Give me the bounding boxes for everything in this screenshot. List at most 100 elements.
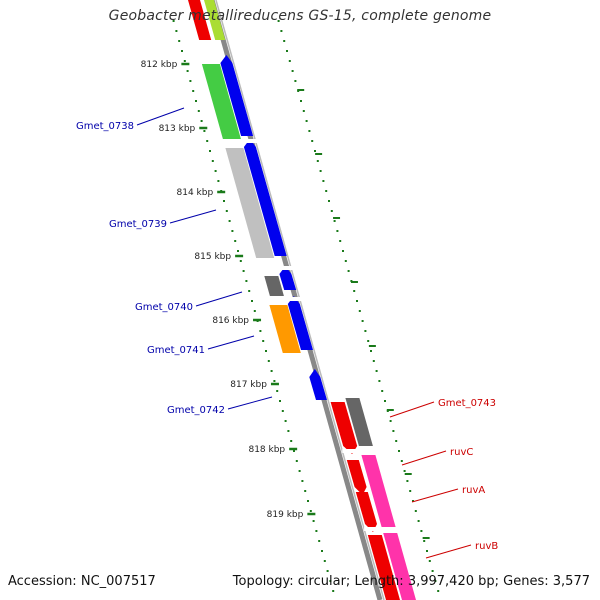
gene-top-yellow-green bbox=[204, 0, 226, 40]
scale-dot bbox=[295, 460, 298, 462]
inner-dot bbox=[347, 270, 350, 272]
gene-gmet-0742-cds bbox=[309, 369, 327, 400]
gene-label: ruvB bbox=[475, 541, 498, 552]
scale-dot bbox=[217, 180, 220, 182]
gene-label: Gmet_0740 bbox=[135, 302, 193, 313]
inner-dot bbox=[361, 320, 364, 322]
inner-dot bbox=[305, 120, 308, 122]
gene-gmet-0738-cds bbox=[220, 55, 254, 136]
inner-dot bbox=[356, 300, 358, 302]
inner-dot bbox=[308, 130, 311, 132]
scale-dot bbox=[259, 330, 262, 332]
genes-value: 3,577 bbox=[552, 574, 590, 589]
scale-dot bbox=[267, 360, 270, 362]
scale-dot bbox=[189, 80, 192, 82]
scale-dot bbox=[239, 260, 242, 262]
scale-dot bbox=[304, 490, 307, 492]
inner-dot bbox=[400, 460, 403, 462]
scale-dot bbox=[211, 160, 214, 162]
scale-tick-label: 818 kbp bbox=[248, 445, 285, 455]
length-value: 3,997,420 bp bbox=[407, 574, 495, 589]
scale-dot bbox=[281, 410, 284, 412]
gene-gmet-0739-cds bbox=[243, 139, 287, 256]
inner-dot bbox=[325, 190, 328, 192]
scale-dot bbox=[307, 500, 309, 502]
gene-separator bbox=[342, 449, 379, 453]
inner-dot bbox=[426, 550, 428, 552]
inner-dot bbox=[398, 450, 400, 452]
inner-dot bbox=[277, 20, 280, 22]
scale-dot bbox=[332, 590, 335, 592]
scale-dot bbox=[178, 40, 181, 42]
gene-separator bbox=[265, 297, 306, 301]
inner-dot bbox=[395, 440, 398, 442]
inner-dot bbox=[370, 350, 372, 352]
scale-dot bbox=[293, 450, 295, 452]
scale-dot bbox=[172, 20, 175, 22]
scale-dot bbox=[309, 510, 312, 512]
gene-separator bbox=[257, 266, 298, 270]
length-label: Length: bbox=[354, 574, 404, 589]
scale-dot bbox=[270, 370, 273, 372]
gene-gmet-0741-cds bbox=[287, 296, 313, 350]
gene-leader-line bbox=[411, 488, 459, 503]
accession-value: NC_007517 bbox=[80, 574, 156, 589]
inner-dot bbox=[392, 430, 395, 432]
scale-dot bbox=[321, 550, 323, 552]
inner-dot bbox=[403, 470, 406, 472]
gene-top-red bbox=[188, 0, 212, 40]
inner-dot bbox=[384, 400, 386, 402]
inner-dot bbox=[375, 370, 378, 372]
gene-leader-line bbox=[207, 335, 255, 350]
scale-tick-label: 814 kbp bbox=[177, 188, 214, 198]
scale-dot bbox=[245, 280, 248, 282]
scale-dot bbox=[181, 50, 183, 52]
inner-dot bbox=[431, 570, 434, 572]
scale-tick-label: 817 kbp bbox=[230, 380, 267, 390]
inner-dot bbox=[344, 260, 347, 262]
inner-dot bbox=[339, 240, 342, 242]
inner-dot bbox=[302, 110, 305, 112]
inner-dot bbox=[437, 590, 440, 592]
gene-separator bbox=[221, 139, 262, 143]
inner-dot bbox=[364, 330, 367, 332]
scale-dot bbox=[186, 70, 189, 72]
scale-dot bbox=[287, 430, 290, 432]
scale-dot bbox=[251, 300, 253, 302]
scale-dot bbox=[225, 210, 228, 212]
gene-label: Gmet_0743 bbox=[438, 398, 496, 409]
inner-dot bbox=[417, 520, 420, 522]
scale-dot bbox=[290, 440, 293, 442]
gene-label: Gmet_0738 bbox=[76, 121, 134, 132]
inner-dot bbox=[291, 70, 294, 72]
scale-dot bbox=[312, 520, 315, 522]
scale-dot bbox=[223, 200, 225, 202]
scale-dot bbox=[248, 290, 251, 292]
scale-dot bbox=[209, 150, 211, 152]
scale-dot bbox=[318, 540, 321, 542]
inner-dot bbox=[420, 530, 423, 532]
inner-dot bbox=[358, 310, 361, 312]
gene-ruvc-cds bbox=[346, 460, 367, 495]
scale-dot bbox=[200, 120, 203, 122]
scale-dot bbox=[284, 420, 287, 422]
genome-summary: Topology: circular; Length: 3,997,420 bp… bbox=[232, 574, 590, 589]
inner-dot bbox=[311, 140, 314, 142]
scale-tick-label: 815 kbp bbox=[194, 252, 231, 262]
scale-tick-label: 813 kbp bbox=[159, 124, 196, 134]
gene-leader-line bbox=[389, 401, 435, 418]
scale-tick-label: 812 kbp bbox=[141, 60, 178, 70]
inner-dot bbox=[294, 80, 297, 82]
scale-dot bbox=[175, 30, 178, 32]
gene-gmet-0740 bbox=[264, 276, 284, 296]
scale-dot bbox=[265, 350, 267, 352]
scale-dot bbox=[234, 240, 237, 242]
gene-leader-line bbox=[195, 291, 243, 307]
scale-dot bbox=[262, 340, 265, 342]
topology-value: circular bbox=[297, 574, 346, 589]
scale-dot bbox=[197, 110, 200, 112]
inner-dot bbox=[280, 30, 283, 32]
inner-dot bbox=[423, 540, 426, 542]
